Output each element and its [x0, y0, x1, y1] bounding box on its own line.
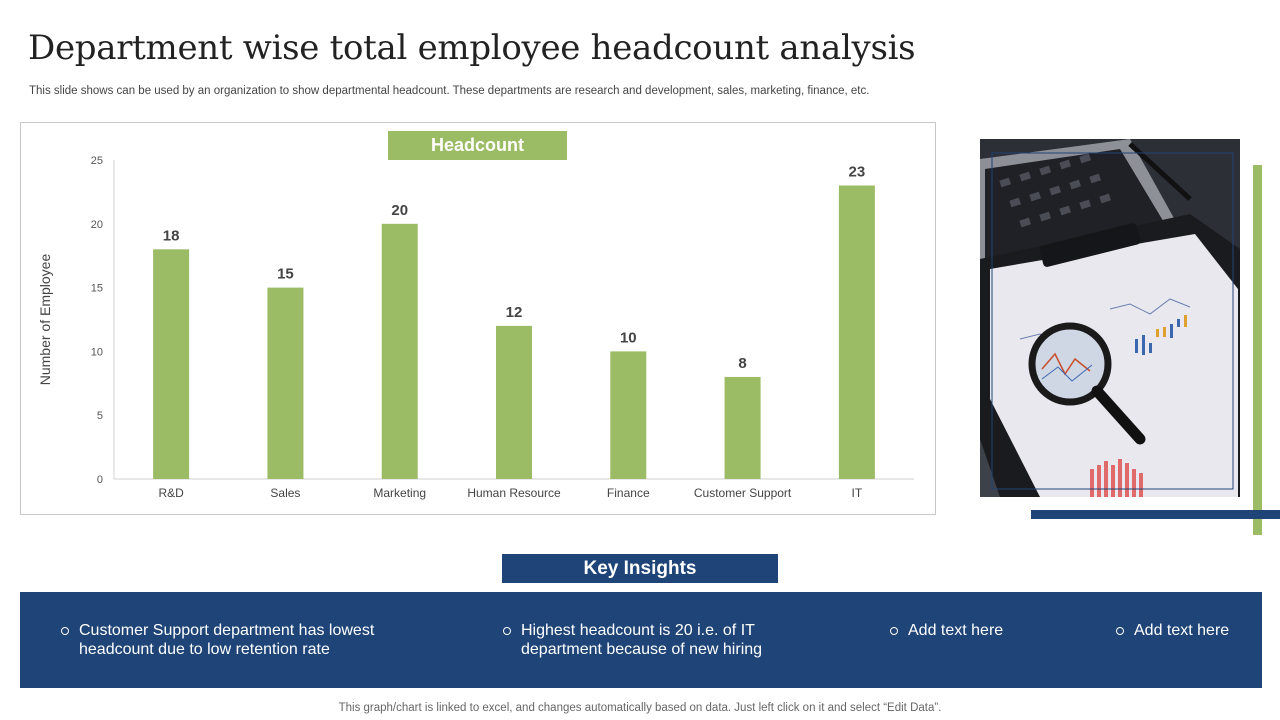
- bar-marketing: [381, 223, 418, 479]
- data-label: 18: [163, 227, 180, 244]
- key-insights-header: Key Insights: [502, 554, 778, 583]
- x-tick-label: Customer Support: [694, 486, 792, 500]
- magnifier-chart-illustration: [980, 139, 1240, 497]
- y-tick-label: 10: [91, 346, 103, 358]
- insight-item-3: Add text here: [889, 621, 1069, 640]
- data-label: 8: [738, 355, 746, 372]
- bullet-circle-icon: [60, 626, 71, 637]
- data-label: 23: [849, 164, 866, 181]
- insight-text: Highest headcount is 20 i.e. of IT depar…: [521, 622, 763, 658]
- bar-customer-support: [724, 376, 761, 479]
- bar-chart-canvas: 0 5 10 15 20 25 Number of Employee 18 R&D 15 Sales…: [37, 155, 914, 500]
- bullet-circle-icon: [1115, 626, 1126, 637]
- x-tick-label: Finance: [607, 486, 650, 500]
- y-tick-label: 20: [91, 219, 103, 231]
- y-axis-title: Number of Employee: [37, 254, 53, 386]
- footer-note: This graph/chart is linked to excel, and…: [338, 702, 942, 714]
- blue-accent-bar: [1031, 510, 1280, 519]
- green-accent-bar: [1253, 165, 1262, 535]
- desk-photo-image: [980, 139, 1240, 497]
- y-tick-label: 15: [91, 283, 103, 295]
- data-label: 10: [620, 329, 637, 346]
- bar-r-d: [153, 249, 190, 479]
- data-label: 12: [506, 304, 523, 321]
- y-tick-label: 0: [97, 474, 103, 486]
- x-tick-label: Sales: [270, 486, 300, 500]
- bullet-circle-icon: [889, 626, 900, 637]
- x-tick-label: IT: [852, 486, 863, 500]
- bar-it: [838, 185, 875, 479]
- x-tick-label: R&D: [158, 486, 184, 500]
- key-insights-panel: Customer Support department has lowest h…: [20, 592, 1262, 688]
- bullet-circle-icon: [502, 626, 513, 637]
- insight-item-2: Highest headcount is 20 i.e. of IT depar…: [502, 621, 792, 659]
- y-tick-label: 25: [91, 155, 103, 167]
- page-subtitle: This slide shows can be used by an organ…: [29, 85, 870, 97]
- y-tick-label: 5: [97, 410, 103, 422]
- bar-human-resource: [496, 325, 532, 479]
- headcount-chart[interactable]: 0 5 10 15 20 25 Number of Employee 18 R&D 15 Sales…: [20, 122, 936, 515]
- bar-finance: [610, 351, 647, 479]
- x-tick-label: Human Resource: [467, 486, 561, 500]
- x-tick-label: Marketing: [373, 486, 426, 500]
- data-label: 20: [391, 202, 408, 219]
- insight-text: Add text here: [908, 622, 1004, 639]
- data-label: 15: [277, 266, 294, 283]
- chart-legend: Headcount: [388, 131, 567, 160]
- insight-item-4: Add text here: [1115, 621, 1255, 640]
- insight-item-1: Customer Support department has lowest h…: [60, 621, 390, 659]
- insight-text: Customer Support department has lowest h…: [79, 622, 375, 658]
- insight-text: Add text here: [1134, 622, 1230, 639]
- bar-sales: [267, 287, 304, 479]
- page-title: Department wise total employee headcount…: [28, 28, 916, 68]
